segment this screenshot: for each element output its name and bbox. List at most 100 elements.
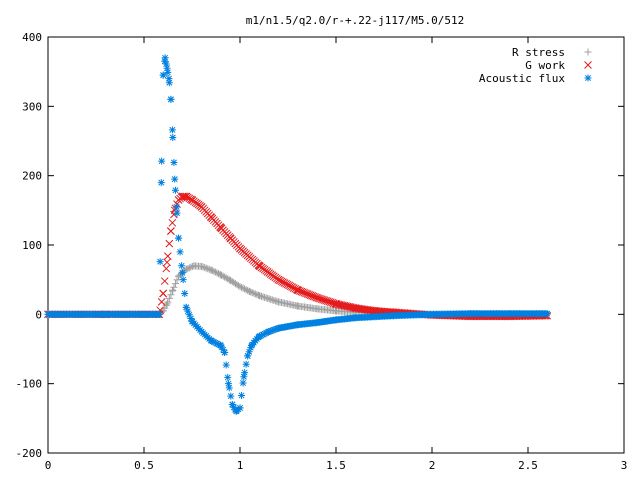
chart-title: m1/n1.5/q2.0/r-+.22-j117/M5.0/512: [246, 14, 465, 27]
y-tick-label: 400: [22, 31, 42, 44]
curve-marker: [225, 384, 233, 392]
data-point: [157, 179, 165, 187]
curve-marker: [185, 311, 193, 319]
curve-marker: [228, 400, 236, 408]
legend-label: R stress: [512, 46, 565, 59]
curve-marker: [173, 209, 181, 217]
curve-marker: [262, 329, 270, 337]
curve-marker: [236, 404, 244, 412]
curve-marker: [216, 270, 224, 278]
curve-marker: [211, 339, 219, 347]
curve-marker: [238, 283, 246, 291]
curve-marker: [224, 373, 232, 381]
curve-marker: [267, 327, 275, 335]
curve-marker: [182, 265, 190, 273]
curve-marker: [167, 95, 175, 103]
curve-marker: [250, 289, 258, 297]
curve-marker: [234, 282, 242, 290]
plot-border: [47, 36, 625, 454]
curve-marker: [170, 158, 178, 166]
curve-marker: [542, 310, 550, 318]
curve-marker: [258, 331, 266, 339]
curve-marker: [247, 344, 255, 352]
curve-marker: [184, 307, 192, 315]
curve-marker: [205, 265, 213, 273]
curve-marker: [222, 361, 230, 369]
curve-marker: [181, 290, 189, 298]
curve-marker: [187, 263, 195, 271]
plot-area: 0 0.5 1 1.5 2 2.5 3 -200 -100 0 100 200 300 400: [16, 31, 628, 472]
curve-marker: [161, 57, 169, 65]
curve-marker: [224, 275, 232, 283]
x-tick-label: 0: [45, 459, 52, 472]
curve-marker: [157, 297, 166, 306]
curve-marker: [335, 300, 344, 309]
x-tick-label: 3: [621, 459, 628, 472]
curve-marker: [256, 332, 264, 340]
curve-marker: [238, 391, 246, 399]
data-point: [163, 258, 171, 267]
curve-marker: [332, 300, 341, 308]
legend-label: G work: [525, 59, 565, 72]
curve-marker: [167, 227, 175, 235]
curve-marker: [201, 264, 209, 272]
curve-marker: [187, 314, 195, 322]
curve-marker: [245, 348, 253, 356]
series-g-work: [44, 192, 552, 321]
curve-marker: [222, 274, 230, 282]
curve-marker: [264, 328, 272, 336]
curve-marker: [242, 360, 250, 368]
curve-marker: [244, 286, 252, 294]
curve-marker: [334, 300, 343, 309]
curve-marker: [158, 157, 166, 165]
legend-label: Acoustic flux: [479, 72, 565, 85]
curve-marker: [345, 302, 353, 311]
curve-marker: [160, 277, 169, 285]
y-tick-label: 300: [22, 100, 42, 113]
curve-marker: [208, 267, 216, 275]
curve-marker: [182, 303, 190, 311]
curve-marker: [247, 288, 255, 296]
curve-marker: [213, 269, 221, 277]
curve-marker: [165, 79, 173, 87]
curve-marker: [349, 303, 358, 312]
curve-marker: [168, 126, 176, 134]
curve-marker: [199, 263, 207, 271]
curve-marker: [202, 264, 210, 272]
curve-marker: [244, 352, 252, 360]
curve-marker: [155, 310, 163, 318]
curve-marker: [171, 186, 179, 194]
curve-marker: [221, 273, 229, 281]
curve-marker: [170, 283, 178, 291]
curve-marker: [178, 262, 186, 270]
curve-marker: [175, 234, 183, 242]
curve-marker: [208, 337, 216, 345]
legend-marker: [584, 74, 592, 82]
curve-marker: [248, 289, 256, 297]
curve-marker: [254, 291, 262, 299]
data-point: [178, 269, 186, 277]
curve-marker: [179, 276, 187, 284]
curve-marker: [168, 287, 176, 295]
curve-marker: [251, 290, 259, 298]
data-point: [224, 380, 232, 388]
curve-marker: [245, 287, 253, 295]
curve-marker: [163, 252, 172, 260]
curve-marker: [156, 258, 164, 266]
data-point: [173, 203, 181, 211]
curve-marker: [211, 268, 219, 276]
curve-marker: [241, 285, 249, 293]
curve-marker: [165, 294, 173, 302]
curve-marker: [184, 265, 192, 273]
curve-marker: [213, 340, 221, 348]
y-tick-label: -200: [16, 447, 43, 460]
curve-marker: [167, 291, 175, 299]
curve-marker: [231, 406, 239, 414]
x-tick-label: 0.5: [134, 459, 154, 472]
curve-marker: [331, 299, 340, 308]
y-tick-label: 200: [22, 170, 42, 183]
curve-marker: [164, 298, 172, 306]
curve-marker: [239, 379, 247, 387]
curve-marker: [162, 301, 170, 309]
curve-marker: [185, 264, 193, 272]
